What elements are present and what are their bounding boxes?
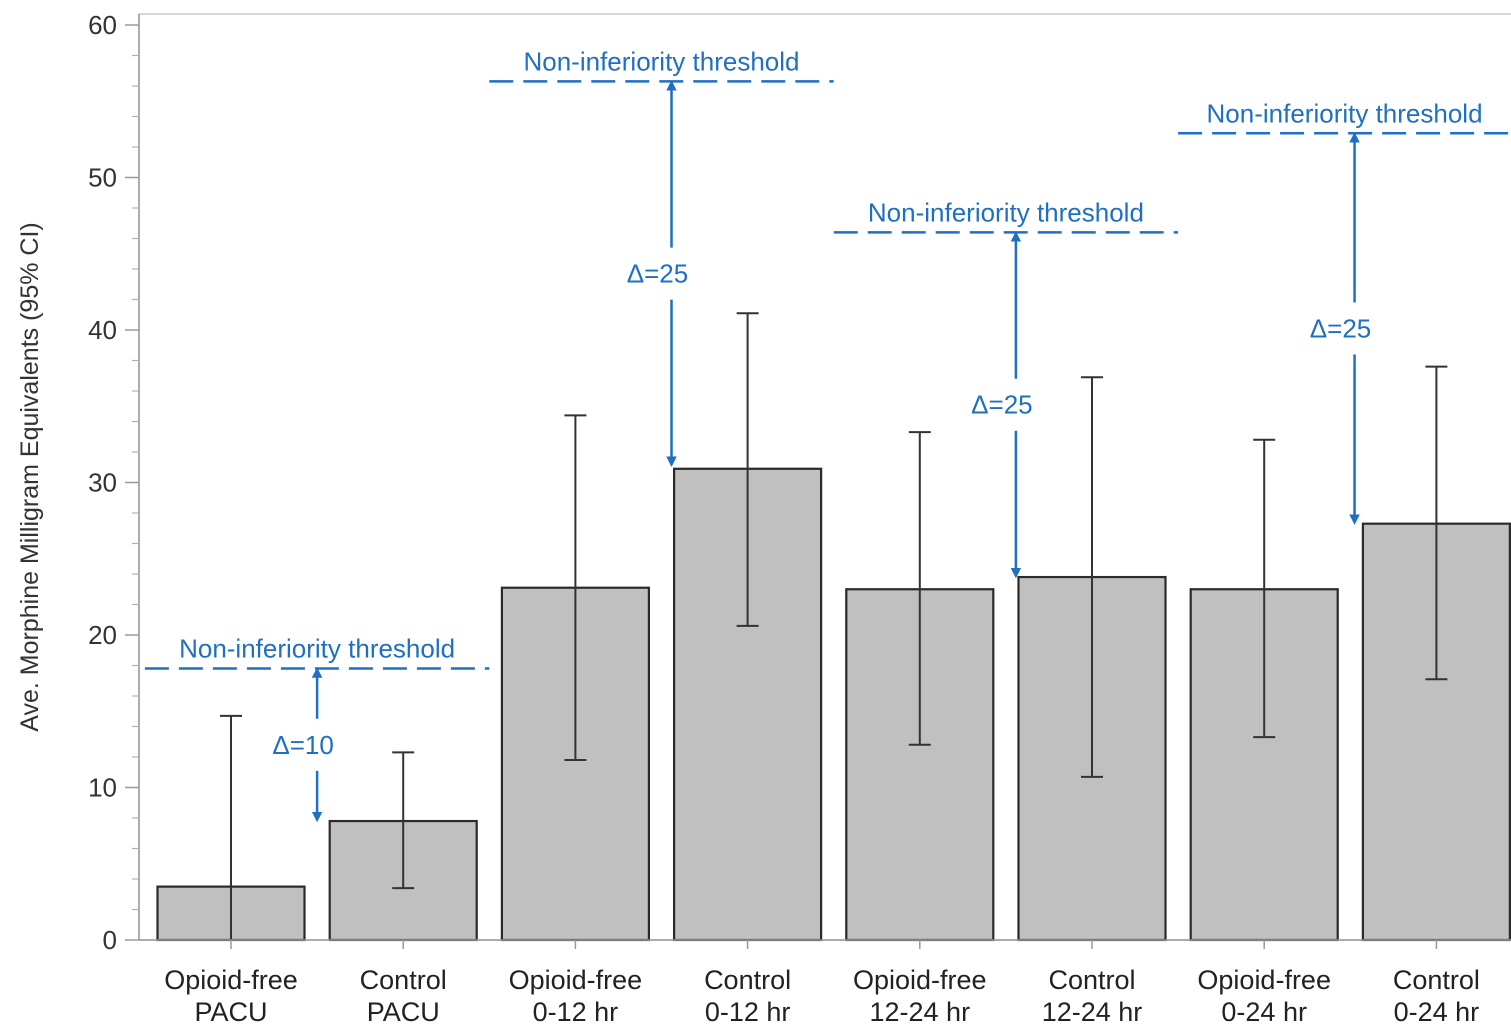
delta-label-3: Δ=25 [1310, 313, 1371, 343]
error-bars-layer [220, 312, 1448, 940]
axes-layer: 0102030405060Opioid-freePACUControlPACUO… [88, 10, 1511, 1025]
x-tick-label-3-0: Control [704, 965, 791, 995]
y-tick-label-30: 30 [88, 468, 117, 498]
x-tick-label-3-1: 0-12 hr [705, 997, 791, 1025]
y-tick-label-10: 10 [88, 773, 117, 803]
bars-layer [156, 467, 1511, 942]
threshold-label-1: Non-inferiority threshold [523, 46, 799, 76]
x-tick-label-0-1: PACU [194, 997, 267, 1025]
y-axis-label: Ave. Morphine Milligram Equivalents (95%… [16, 222, 44, 731]
threshold-label-2: Non-inferiority threshold [868, 197, 1144, 227]
x-tick-label-7-0: Control [1393, 965, 1480, 995]
annotations-layer: Non-inferiority threshold Δ=10 Non-inferio… [144, 46, 1511, 823]
x-tick-label-6-1: 0-24 hr [1221, 997, 1307, 1025]
y-tick-label-0: 0 [103, 925, 117, 955]
y-tick-label-20: 20 [88, 620, 117, 650]
threshold-label-0: Non-inferiority threshold [179, 634, 455, 664]
y-tick-label-40: 40 [88, 315, 117, 345]
x-tick-label-5-1: 12-24 hr [1042, 997, 1143, 1025]
x-tick-label-5-0: Control [1048, 965, 1135, 995]
x-tick-label-7-1: 0-24 hr [1394, 997, 1480, 1025]
threshold-label-3: Non-inferiority threshold [1207, 98, 1483, 128]
x-tick-label-4-0: Opioid-free [853, 965, 987, 995]
x-tick-label-0-0: Opioid-free [164, 965, 298, 995]
x-tick-label-1-0: Control [360, 965, 447, 995]
y-tick-label-60: 60 [88, 10, 117, 40]
delta-label-1: Δ=25 [627, 259, 688, 289]
x-tick-label-4-1: 12-24 hr [870, 997, 971, 1025]
delta-label-2: Δ=25 [971, 390, 1032, 420]
x-tick-label-1-1: PACU [367, 997, 440, 1025]
y-tick-label-50: 50 [88, 163, 117, 193]
delta-label-0: Δ=10 [272, 730, 333, 760]
x-tick-label-2-1: 0-12 hr [533, 997, 619, 1025]
x-tick-label-2-0: Opioid-free [509, 965, 643, 995]
x-tick-label-6-0: Opioid-free [1197, 965, 1331, 995]
